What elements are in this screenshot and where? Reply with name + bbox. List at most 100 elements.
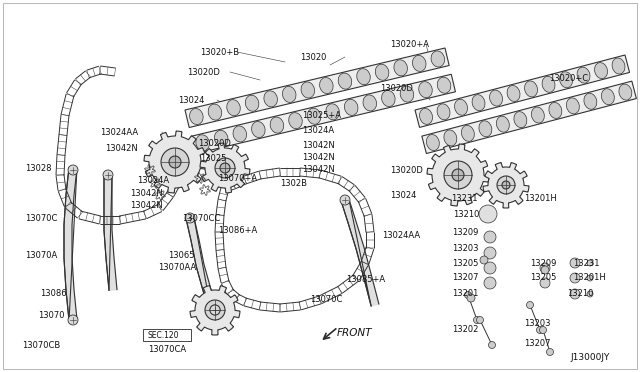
Text: 13042N: 13042N	[302, 141, 335, 150]
Ellipse shape	[270, 117, 284, 133]
Ellipse shape	[400, 86, 413, 102]
Ellipse shape	[344, 99, 358, 115]
Text: 13070A: 13070A	[25, 250, 57, 260]
Ellipse shape	[479, 121, 492, 137]
Circle shape	[497, 176, 515, 194]
Text: 13070C: 13070C	[25, 214, 58, 222]
Circle shape	[205, 300, 225, 320]
Ellipse shape	[356, 69, 371, 85]
Circle shape	[185, 213, 195, 223]
Polygon shape	[104, 175, 117, 291]
Ellipse shape	[381, 90, 395, 106]
Polygon shape	[483, 163, 529, 208]
Ellipse shape	[525, 81, 538, 97]
Ellipse shape	[490, 90, 502, 106]
Ellipse shape	[282, 86, 296, 102]
Bar	[143, 329, 191, 341]
Polygon shape	[186, 217, 219, 311]
Text: 13207: 13207	[452, 273, 479, 282]
Text: 13042N: 13042N	[130, 201, 163, 209]
Circle shape	[215, 158, 235, 178]
Ellipse shape	[619, 84, 632, 100]
Polygon shape	[422, 81, 636, 154]
Circle shape	[484, 231, 496, 243]
Circle shape	[527, 301, 534, 308]
Ellipse shape	[542, 76, 555, 92]
Circle shape	[540, 263, 550, 273]
Text: 13203: 13203	[524, 318, 550, 327]
Text: 13020+B: 13020+B	[200, 48, 239, 57]
Ellipse shape	[507, 86, 520, 102]
Ellipse shape	[437, 104, 450, 120]
Circle shape	[540, 327, 547, 334]
Ellipse shape	[301, 82, 315, 98]
Polygon shape	[341, 199, 379, 306]
Text: 13065: 13065	[168, 250, 195, 260]
Circle shape	[484, 262, 496, 274]
Ellipse shape	[584, 93, 597, 109]
Ellipse shape	[612, 58, 625, 74]
Ellipse shape	[431, 51, 445, 67]
Text: 13024AA: 13024AA	[382, 231, 420, 240]
Ellipse shape	[437, 77, 451, 93]
Text: 13020+C: 13020+C	[549, 74, 588, 83]
Ellipse shape	[289, 113, 302, 129]
Text: SEC.120: SEC.120	[148, 331, 179, 340]
Ellipse shape	[549, 102, 562, 118]
Ellipse shape	[566, 98, 579, 114]
Circle shape	[103, 170, 113, 180]
Text: 13020D: 13020D	[380, 83, 413, 93]
Ellipse shape	[559, 72, 573, 88]
Ellipse shape	[426, 135, 439, 151]
Ellipse shape	[419, 81, 432, 98]
Ellipse shape	[461, 125, 474, 141]
Polygon shape	[144, 131, 206, 193]
Circle shape	[68, 315, 78, 325]
Circle shape	[210, 305, 220, 315]
Ellipse shape	[326, 104, 339, 120]
Ellipse shape	[214, 130, 228, 147]
Circle shape	[502, 181, 510, 189]
Text: 13209: 13209	[452, 228, 478, 237]
Ellipse shape	[208, 104, 221, 120]
Text: 13070AA: 13070AA	[158, 263, 196, 273]
Circle shape	[541, 266, 549, 274]
Polygon shape	[185, 48, 449, 128]
Ellipse shape	[472, 94, 485, 110]
Circle shape	[488, 341, 495, 349]
Text: 13209: 13209	[530, 259, 556, 267]
Text: 13203: 13203	[452, 244, 479, 253]
Polygon shape	[64, 167, 77, 320]
Circle shape	[474, 317, 481, 324]
Circle shape	[444, 161, 472, 189]
Text: 13020+A: 13020+A	[390, 39, 429, 48]
Text: 13025: 13025	[200, 154, 227, 163]
Ellipse shape	[375, 64, 389, 80]
Text: 13210: 13210	[453, 209, 479, 218]
Text: 13020: 13020	[300, 52, 326, 61]
Ellipse shape	[245, 95, 259, 111]
Text: 13070CA: 13070CA	[148, 346, 186, 355]
Circle shape	[452, 169, 464, 181]
Circle shape	[484, 247, 496, 259]
Circle shape	[477, 317, 483, 324]
Ellipse shape	[531, 107, 545, 123]
Text: 13070: 13070	[38, 311, 65, 320]
Text: 13231: 13231	[573, 259, 600, 267]
Ellipse shape	[319, 77, 333, 94]
Text: 13070CC: 13070CC	[182, 214, 220, 222]
Circle shape	[570, 258, 580, 268]
Ellipse shape	[252, 122, 265, 138]
Text: 13028: 13028	[25, 164, 51, 173]
Text: 13231: 13231	[451, 193, 477, 202]
Text: 13024AA: 13024AA	[100, 128, 138, 137]
Text: 13086+A: 13086+A	[218, 225, 257, 234]
Ellipse shape	[227, 100, 240, 116]
Text: 13042N: 13042N	[302, 153, 335, 161]
Polygon shape	[427, 144, 489, 206]
Ellipse shape	[189, 109, 203, 125]
Text: 13201: 13201	[452, 289, 478, 298]
Circle shape	[467, 294, 475, 302]
Circle shape	[536, 327, 543, 334]
Text: 13024: 13024	[178, 96, 204, 105]
